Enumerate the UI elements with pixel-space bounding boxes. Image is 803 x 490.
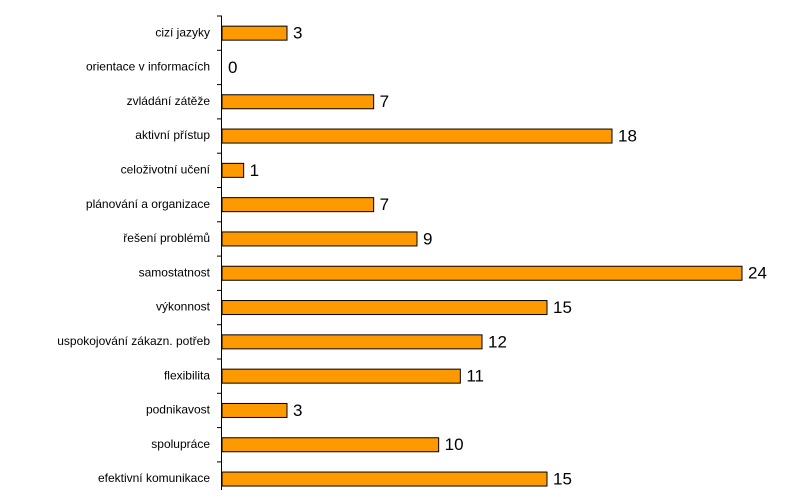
data-label: 1 — [250, 161, 259, 180]
data-label: 24 — [748, 264, 767, 283]
bar — [221, 94, 375, 110]
bar — [221, 471, 548, 487]
category-label: orientace v informacích — [86, 60, 210, 74]
data-label: 10 — [445, 435, 464, 454]
bar — [221, 231, 418, 247]
category-label: plánování a organizace — [86, 197, 210, 211]
data-label: 3 — [293, 24, 302, 43]
data-label: 15 — [553, 470, 572, 489]
category-label: výkonnost — [156, 300, 211, 314]
bar — [221, 334, 483, 350]
category-label: zvládání zátěže — [127, 94, 211, 108]
bar — [221, 197, 375, 213]
data-label: 0 — [228, 58, 237, 77]
bars — [221, 25, 743, 487]
category-label: cizí jazyky — [155, 25, 210, 39]
category-label: samostatnost — [139, 265, 211, 279]
bar — [221, 437, 440, 453]
data-label: 7 — [380, 195, 389, 214]
data-label: 3 — [293, 401, 302, 420]
category-label: aktivní přístup — [135, 128, 210, 142]
data-label: 18 — [618, 127, 637, 146]
category-labels: cizí jazyky orientace v informacích zvládá… — [57, 25, 210, 485]
data-label: 15 — [553, 298, 572, 317]
bar — [221, 265, 743, 281]
bar — [221, 128, 613, 144]
data-label: 7 — [380, 92, 389, 111]
category-label: celoživotní učení — [121, 163, 211, 177]
category-label: spolupráce — [151, 437, 210, 451]
category-label: uspokojování zákazn. potřeb — [57, 334, 210, 348]
bar — [221, 25, 288, 41]
category-ticks — [217, 15, 222, 463]
category-label: podnikavost — [146, 403, 211, 417]
data-label: 9 — [423, 229, 432, 248]
bar — [221, 162, 245, 178]
data-label: 12 — [488, 332, 507, 351]
data-label: 11 — [466, 367, 484, 386]
bar — [221, 402, 288, 418]
bar — [221, 368, 461, 384]
category-label: efektivní komunikace — [98, 471, 210, 485]
category-label: flexibilita — [164, 368, 210, 382]
bar — [221, 300, 548, 316]
category-label: řešení problémů — [123, 231, 210, 245]
